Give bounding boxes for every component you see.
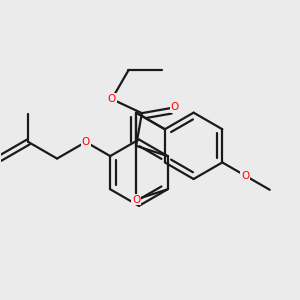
Text: O: O (82, 137, 90, 147)
Text: O: O (108, 94, 116, 104)
Text: O: O (132, 194, 140, 205)
Text: O: O (170, 102, 179, 112)
Text: O: O (241, 171, 249, 181)
